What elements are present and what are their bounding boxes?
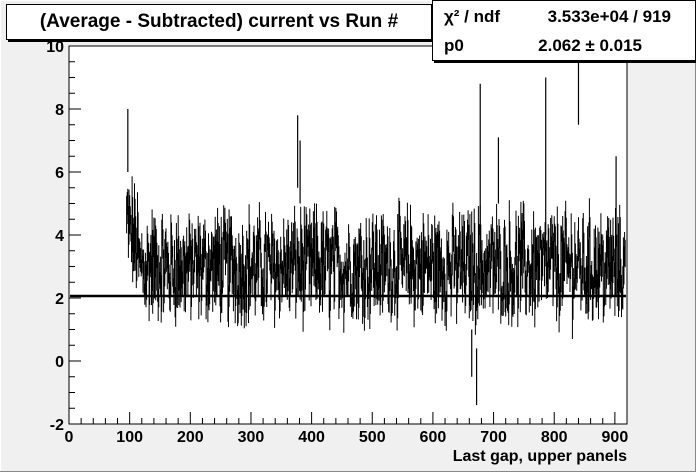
fit-stats-box: χ² / ndf 3.533e+04 / 919 p0 2.062 ± 0.01… xyxy=(432,0,696,61)
y-tick-label: 4 xyxy=(55,228,64,245)
y-tick-label: 8 xyxy=(55,102,64,119)
x-tick-label: 700 xyxy=(480,429,507,446)
stats-row-p0: p0 2.062 ± 0.015 xyxy=(433,31,695,59)
y-tick-label: 10 xyxy=(46,39,64,56)
chi2-ndf-label: χ² / ndf xyxy=(444,7,501,26)
p0-value: 2.062 ± 0.015 xyxy=(538,36,642,55)
x-tick-label: 300 xyxy=(238,429,265,446)
x-tick-label: 100 xyxy=(116,429,143,446)
y-tick-label: 2 xyxy=(55,291,64,308)
x-axis-title: Last gap, upper panels xyxy=(453,448,627,465)
stats-row-chi2: χ² / ndf 3.533e+04 / 919 xyxy=(433,2,695,30)
data-trace xyxy=(126,176,626,339)
chi2-ndf-value: 3.533e+04 / 919 xyxy=(547,7,671,26)
x-tick-label: 800 xyxy=(541,429,568,446)
x-tick-label: 900 xyxy=(602,429,629,446)
y-tick-label: 0 xyxy=(55,354,64,371)
chart-title-box: (Average - Subtracted) current vs Run # xyxy=(6,4,432,40)
y-tick-label: 6 xyxy=(55,165,64,182)
chart-title: (Average - Subtracted) current vs Run # xyxy=(39,11,399,32)
data-series xyxy=(126,61,626,406)
p0-label: p0 xyxy=(444,36,464,55)
x-tick-label: 500 xyxy=(359,429,386,446)
y-tick-label: -2 xyxy=(50,417,64,434)
x-tick-label: 400 xyxy=(298,429,325,446)
x-tick-label: 600 xyxy=(420,429,447,446)
x-tick-label: 0 xyxy=(65,429,74,446)
x-tick-label: 200 xyxy=(177,429,204,446)
